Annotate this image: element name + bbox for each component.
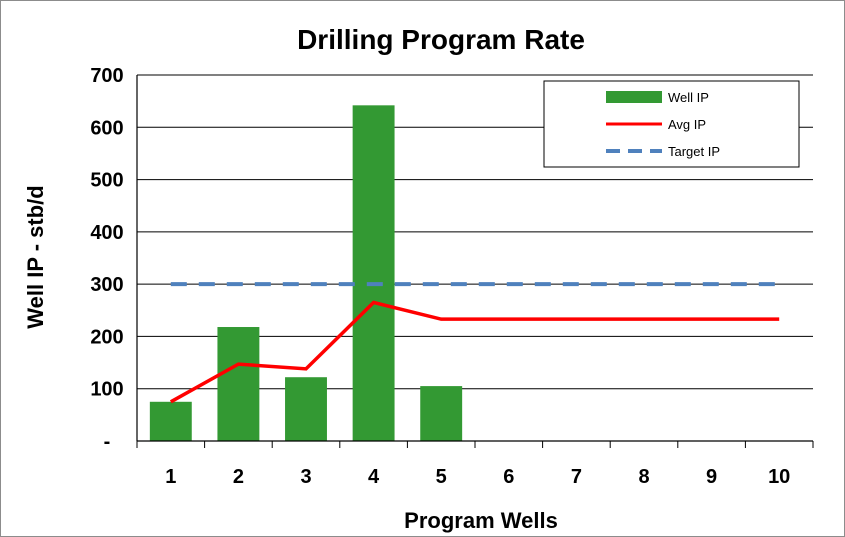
bar-well-ip (420, 386, 463, 441)
y-tick-label: 500 (90, 170, 123, 192)
bar-well-ip (217, 327, 260, 441)
legend-box (543, 80, 800, 168)
legend: Well IP Avg IP Target IP (543, 80, 800, 168)
y-tick-label: 400 (90, 222, 123, 244)
y-tick-label: 700 (90, 65, 123, 87)
legend-label: Target IP (668, 144, 720, 159)
plot-area: - 100 200 300 400 500 600 700 1 2 3 4 5 6 7 8 9 10 (90, 65, 814, 488)
bar-well-ip (352, 105, 395, 441)
chart-title: Drilling Program Rate (297, 24, 585, 55)
x-tick-label: 1 (165, 466, 176, 488)
x-tick-label: 10 (768, 466, 790, 488)
x-tick-label: 8 (638, 466, 649, 488)
legend-label: Well IP (668, 90, 709, 105)
x-tick-label: 6 (503, 466, 514, 488)
x-tick-label: 5 (436, 466, 447, 488)
y-tick-label: 200 (90, 326, 123, 348)
bar-well-ip (285, 377, 327, 441)
y-tick-label: 300 (90, 274, 123, 296)
y-axis-title: Well IP - stb/d (23, 185, 48, 328)
y-tick-label: 600 (90, 117, 123, 139)
x-tick-label: 3 (300, 466, 311, 488)
y-tick-label: 100 (90, 379, 123, 401)
x-tick-label: 4 (368, 466, 380, 488)
x-axis-title: Program Wells (404, 508, 558, 533)
x-tick-label: 9 (706, 466, 717, 488)
bar-well-ip (149, 401, 192, 441)
legend-label: Avg IP (668, 117, 706, 132)
x-tick-label: 2 (233, 466, 244, 488)
legend-swatch (606, 91, 662, 103)
x-tick-label: 7 (571, 466, 582, 488)
line-avg-ip (169, 300, 780, 404)
y-tick-label: - (104, 431, 111, 453)
